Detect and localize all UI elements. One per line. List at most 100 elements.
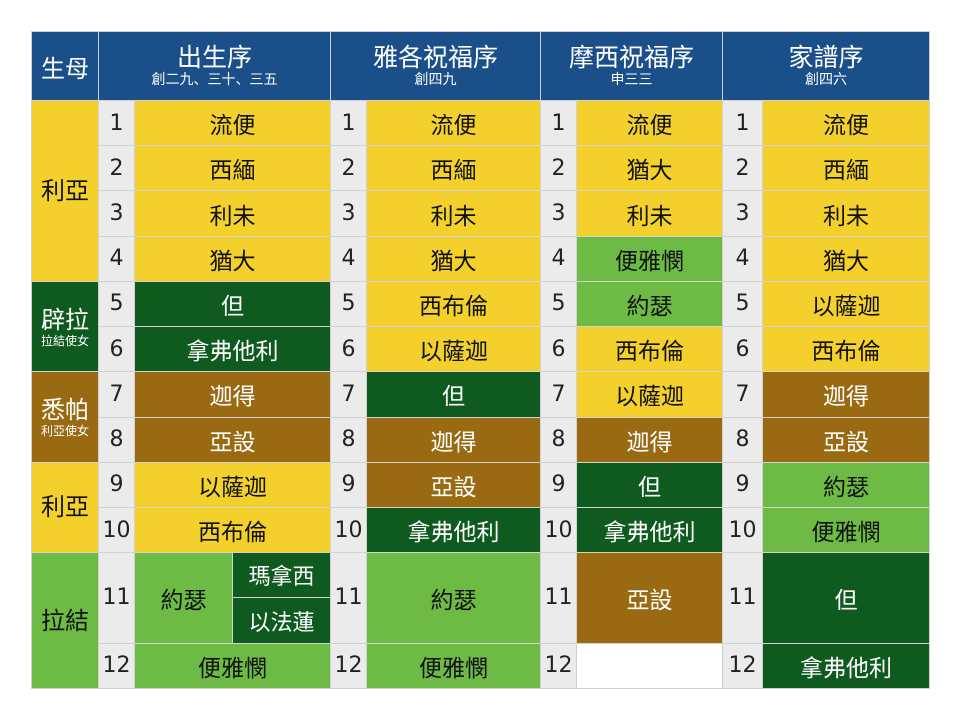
row-number: 11 xyxy=(722,552,764,644)
jacob-cell: 西布倫 xyxy=(366,280,542,328)
table-row: 2 西緬 2 西緬 2 猶大 2 西緬 xyxy=(32,145,931,192)
genealogy-cell: 流便 xyxy=(762,99,931,147)
row-number: 11 xyxy=(540,552,578,644)
table-row: 利亞 1 流便 1 流便 1 流便 1 流便 xyxy=(31,99,931,282)
header-moses-blessing: 摩西祝福序 申三三 xyxy=(540,31,724,101)
genealogy-cell: 約瑟 xyxy=(762,461,931,508)
birth-cell: 利未 xyxy=(133,190,332,237)
moses-cell: 迦得 xyxy=(576,416,724,463)
tribes-order-table: 生母 出生序 創二九、三十、三五 雅各祝福序 創四九 摩西祝福序 申三三 家譜序… xyxy=(31,31,931,690)
row-number: 6 xyxy=(98,326,135,373)
genealogy-cell: 西緬 xyxy=(762,145,931,192)
header-moses-title: 摩西祝福序 xyxy=(569,43,695,72)
row-number: 4 xyxy=(540,235,578,282)
row-number: 5 xyxy=(540,280,578,328)
birth-cell: 約瑟 xyxy=(134,552,233,644)
row-number: 8 xyxy=(540,416,578,463)
jacob-cell: 便雅憫 xyxy=(366,642,542,690)
jacob-cell: 猶大 xyxy=(366,235,542,282)
mother-zilpah: 悉帕 利亞使女 xyxy=(31,371,99,463)
header-jacob-title: 雅各祝福序 xyxy=(373,43,499,72)
jacob-cell: 西緬 xyxy=(366,145,542,192)
row-number: 2 xyxy=(540,145,578,192)
mother-name: 辟拉 xyxy=(41,305,89,334)
row-number: 10 xyxy=(540,506,578,554)
genealogy-cell: 便雅憫 xyxy=(762,506,931,554)
row-number: 11 xyxy=(98,552,135,644)
mother-name: 悉帕 xyxy=(41,396,89,425)
birth-cell: 西緬 xyxy=(133,145,332,192)
table-row: 辟拉 拉結使女 5 但 5 西布倫 5 約瑟 5 以薩迦 xyxy=(31,280,931,373)
table-row: 10 西布倫 10 拿弗他利 10 拿弗他利 10 便雅憫 xyxy=(32,506,931,554)
row-number: 4 xyxy=(330,235,368,282)
genealogy-cell: 猶大 xyxy=(762,235,931,282)
table-row: 3 利未 3 利未 3 利未 3 利未 xyxy=(32,190,931,237)
row-number: 6 xyxy=(540,326,578,373)
genealogy-cell: 西布倫 xyxy=(762,326,931,373)
moses-cell: 約瑟 xyxy=(576,280,724,328)
header-birth-title: 出生序 xyxy=(177,43,253,72)
moses-cell: 西布倫 xyxy=(576,326,724,373)
row-number: 12 xyxy=(722,642,764,690)
mother-leah: 利亞 xyxy=(31,100,99,282)
row-number: 5 xyxy=(98,280,135,328)
jacob-cell: 以薩迦 xyxy=(366,326,542,373)
birth-cell: 拿弗他利 xyxy=(133,326,332,373)
row-number: 1 xyxy=(722,99,764,147)
moses-cell: 以薩迦 xyxy=(576,371,724,418)
row-number: 10 xyxy=(98,506,135,554)
row-number: 4 xyxy=(98,235,135,282)
birth-cell: 以薩迦 xyxy=(133,461,332,508)
jacob-cell: 拿弗他利 xyxy=(366,506,542,554)
row-number: 10 xyxy=(330,506,368,554)
row-number: 2 xyxy=(98,145,135,192)
row-number: 6 xyxy=(330,326,368,373)
mother-bilhah: 辟拉 拉結使女 xyxy=(31,280,99,373)
mother-note: 利亞使女 xyxy=(40,424,89,439)
row-number: 5 xyxy=(330,280,368,328)
table-row: 6 拿弗他利 6 以薩迦 6 西布倫 6 西布倫 xyxy=(32,326,931,373)
header-birth-order: 出生序 創二九、三十、三五 xyxy=(97,31,332,101)
jacob-cell: 流便 xyxy=(366,99,542,147)
table-row: 悉帕 利亞使女 7 迦得 7 但 7 以薩迦 7 迦得 xyxy=(31,371,931,463)
mother-leah-2: 利亞 xyxy=(31,461,99,554)
row-number: 12 xyxy=(330,642,368,690)
birth-cell: 迦得 xyxy=(133,371,332,418)
jacob-cell: 迦得 xyxy=(366,416,542,463)
mother-name: 利亞 xyxy=(41,493,89,522)
moses-cell: 但 xyxy=(576,461,724,508)
header-genealogy-title: 家譜序 xyxy=(788,43,864,72)
row-number: 9 xyxy=(330,461,368,508)
table-row: 以法蓮 xyxy=(32,597,930,644)
birth-cell: 便雅憫 xyxy=(133,642,332,690)
table-row: 4 猶大 4 猶大 4 便雅憫 4 猶大 xyxy=(32,235,931,282)
birth-cell: 流便 xyxy=(133,99,332,147)
mother-name: 利亞 xyxy=(41,176,89,205)
row-number: 7 xyxy=(722,371,764,418)
moses-cell: 拿弗他利 xyxy=(576,506,724,554)
row-number: 8 xyxy=(98,416,135,463)
header-moses-ref: 申三三 xyxy=(610,72,653,88)
row-number: 1 xyxy=(540,99,578,147)
table-row: 拉結 11 約瑟 瑪拿西 11 約瑟 11 亞設 11 但 xyxy=(31,552,931,689)
header-mother: 生母 xyxy=(31,31,99,101)
row-number: 1 xyxy=(98,99,135,147)
row-number: 6 xyxy=(722,326,764,373)
moses-cell: 利未 xyxy=(576,190,724,237)
moses-cell-empty xyxy=(576,642,724,690)
row-number: 3 xyxy=(98,190,135,237)
row-number: 12 xyxy=(98,642,135,690)
moses-cell: 便雅憫 xyxy=(576,235,724,282)
header-row: 生母 出生序 創二九、三十、三五 雅各祝福序 創四九 摩西祝福序 申三三 家譜序… xyxy=(31,31,931,101)
row-number: 1 xyxy=(330,99,368,147)
row-number: 9 xyxy=(722,461,764,508)
row-number: 2 xyxy=(330,145,368,192)
header-genealogy-ref: 創四六 xyxy=(805,72,848,88)
header-birth-ref: 創二九、三十、三五 xyxy=(151,72,278,88)
birth-cell: 猶大 xyxy=(133,235,332,282)
table-row: 利亞 9 以薩迦 9 亞設 9 但 9 約瑟 xyxy=(31,461,931,554)
birth-cell: 西布倫 xyxy=(133,506,332,554)
row-number: 7 xyxy=(330,371,368,418)
mother-rachel: 拉結 xyxy=(31,552,99,689)
jacob-cell: 約瑟 xyxy=(366,552,542,644)
